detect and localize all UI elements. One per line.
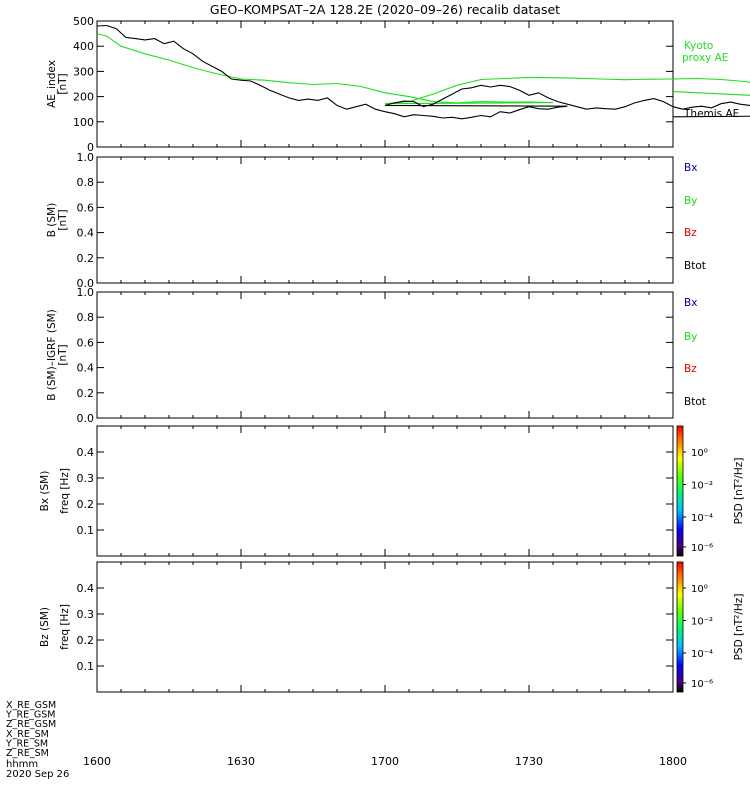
y-axis-unit: freq [Hz]: [59, 468, 71, 514]
y-tick-label: 0.6: [77, 336, 95, 349]
y-tick-label: 0.0: [77, 412, 95, 425]
y-tick-label: 500: [73, 15, 94, 28]
x-tick-label: 1630: [227, 755, 255, 768]
panel-5: 0.1 0.2 0.3 0.4 Bz (SM) freq [Hz] 10⁰ 10⁻² 10⁻⁴ 1…: [39, 561, 745, 693]
panel-frame: [96, 156, 674, 284]
colorbar-tick-label: 10⁻²: [691, 617, 713, 628]
y-axis-unit: [nT]: [57, 73, 69, 94]
y-tick-label: 1.0: [77, 286, 95, 299]
series-kyoto-proxy-ae-line: [96, 33, 750, 105]
y-tick-label: 0.8: [77, 311, 95, 324]
colorbar-tick-label: 10⁻²: [691, 481, 713, 492]
legend-kyoto-proxy-ae: proxy AE: [682, 52, 728, 64]
y-tick-label: 0.8: [77, 176, 95, 189]
y-tick-label: 1.0: [77, 151, 95, 164]
y-tick-label: 400: [73, 40, 94, 53]
y-axis-label: Bz (SM): [39, 607, 51, 647]
colorbar-label: PSD [nT²/Hz]: [733, 594, 745, 661]
legend-themis-ae: Themis AE: [683, 108, 739, 120]
colorbar-tick-label: 10⁻⁴: [691, 649, 713, 660]
y-axis-unit: freq [Hz]: [59, 604, 71, 650]
y-tick-label: 0.6: [77, 201, 95, 214]
colorbar-label: PSD [nT²/Hz]: [733, 458, 745, 525]
x-tick-label: 1800: [659, 755, 687, 768]
panel-2: 0.0 0.2 0.4 0.6 0.8 1.0 B (SM) [nT] Bx By Bz Btot: [46, 151, 706, 290]
y-tick-label: 100: [73, 116, 94, 129]
orbit-label: Y_RE_GSM: [5, 710, 56, 721]
y-tick-label: 300: [73, 65, 94, 78]
y-tick-label: 200: [73, 91, 94, 104]
y-tick-label: 0.2: [77, 498, 95, 511]
colorbar-tick-label: 10⁻⁴: [691, 513, 713, 524]
panel-4: 0.1 0.2 0.3 0.4 Bx (SM) freq [Hz] 10⁰ 10⁻² 10⁻⁴ 1…: [39, 425, 745, 557]
legend-by: By: [684, 195, 697, 207]
y-tick-label: 0.3: [77, 608, 95, 621]
legend-bx: Bx: [684, 297, 697, 309]
panel-3: 0.0 0.2 0.4 0.6 0.8 1.0 B (SM)–IGRF (SM) [nT] Bx…: [46, 286, 706, 425]
colorbar: [676, 425, 684, 557]
y-tick-label: 0.2: [77, 634, 95, 647]
legend-btot: Btot: [684, 396, 706, 408]
colorbar-tick-label: 10⁻⁶: [691, 679, 713, 690]
y-axis-unit: [nT]: [57, 344, 69, 365]
colorbar-tick-label: 10⁰: [691, 448, 708, 459]
legend-bx: Bx: [684, 162, 697, 174]
x-tick-label: 1730: [515, 755, 543, 768]
y-tick-label: 0.4: [77, 446, 95, 459]
y-axis-unit: [nT]: [57, 209, 69, 230]
legend-kyoto-proxy-ae: Kyoto: [684, 40, 713, 52]
panel-frame: [96, 20, 674, 148]
x-date-label: 2020 Sep 26: [6, 769, 69, 780]
y-axis-label: AE_index: [46, 60, 58, 108]
orbit-label: Z_RE_SM: [6, 748, 49, 759]
series-themis-ae-line: [96, 24, 750, 120]
panel-frame: [96, 291, 674, 419]
y-tick-label: 0: [87, 141, 94, 154]
orbit-label: X_RE_GSM: [6, 700, 56, 711]
y-axis-label: Bx (SM): [39, 471, 51, 512]
y-tick-label: 0.4: [77, 362, 95, 375]
y-tick-label: 0.3: [77, 472, 95, 485]
x-tick-label: 1700: [371, 755, 399, 768]
panel-frame: [96, 561, 674, 693]
y-tick-label: 0.2: [77, 387, 95, 400]
legend-bz: Bz: [684, 227, 697, 239]
y-tick-label: 0.4: [77, 227, 95, 240]
colorbar-tick-label: 10⁻⁶: [691, 543, 713, 554]
legend-btot: Btot: [684, 260, 706, 272]
colorbar-tick-label: 10⁰: [691, 584, 708, 595]
legend-bz: Bz: [684, 363, 697, 375]
y-axis-label: B (SM)–IGRF (SM): [46, 309, 58, 401]
y-tick-label: 0.4: [77, 582, 95, 595]
y-tick-label: 0.2: [77, 252, 95, 265]
x-axis: 1600 1630 1700 1730 1800X_RE_GSMY_RE_GSMZ_RE…: [5, 700, 687, 780]
orbit-label: X_RE_SM: [6, 729, 49, 740]
y-tick-label: 0.1: [77, 660, 95, 673]
x-unit-label: hhmm: [6, 759, 38, 770]
y-axis-label: B (SM): [46, 203, 58, 237]
x-tick-label: 1600: [83, 755, 111, 768]
y-tick-label: 0.0: [77, 277, 95, 290]
orbit-label: Z_RE_GSM: [6, 719, 56, 730]
figure-title: GEO–KOMPSAT–2A 128.2E (2020–09–26) recal…: [210, 2, 560, 17]
orbit-label: Y_RE_SM: [5, 738, 48, 749]
y-tick-label: 0.1: [77, 524, 95, 537]
colorbar: [676, 561, 684, 693]
panel-frame: [96, 425, 674, 557]
legend-by: By: [684, 331, 697, 343]
